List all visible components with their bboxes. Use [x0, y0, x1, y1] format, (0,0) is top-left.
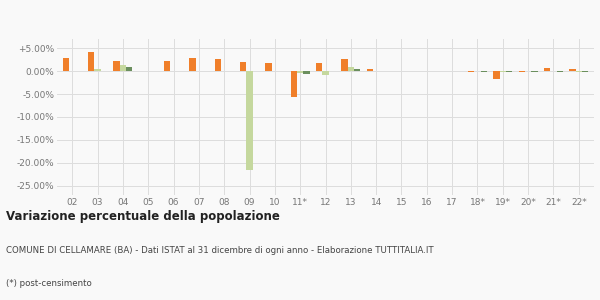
Bar: [481, 71, 487, 72]
Bar: [500, 71, 506, 72]
Bar: [190, 58, 196, 71]
Bar: [316, 63, 322, 71]
Bar: [575, 71, 582, 72]
Bar: [247, 71, 253, 170]
Bar: [62, 58, 69, 71]
Bar: [557, 71, 563, 72]
Bar: [354, 69, 361, 71]
Bar: [265, 63, 272, 71]
Bar: [290, 71, 297, 97]
Bar: [367, 69, 373, 71]
Legend: Cellamare, Provincia di BA, Puglia: Cellamare, Provincia di BA, Puglia: [202, 0, 449, 1]
Bar: [94, 69, 101, 71]
Bar: [544, 68, 550, 71]
Bar: [493, 71, 500, 79]
Bar: [322, 71, 329, 75]
Bar: [297, 71, 304, 74]
Bar: [532, 71, 538, 72]
Bar: [468, 71, 475, 72]
Bar: [113, 61, 119, 71]
Bar: [126, 67, 133, 71]
Text: Variazione percentuale della popolazione: Variazione percentuale della popolazione: [6, 210, 280, 223]
Bar: [569, 69, 575, 71]
Bar: [304, 71, 310, 74]
Bar: [506, 71, 512, 72]
Bar: [240, 62, 247, 71]
Text: (*) post-censimento: (*) post-censimento: [6, 279, 92, 288]
Bar: [582, 71, 589, 72]
Text: COMUNE DI CELLAMARE (BA) - Dati ISTAT al 31 dicembre di ogni anno - Elaborazione: COMUNE DI CELLAMARE (BA) - Dati ISTAT al…: [6, 246, 434, 255]
Bar: [518, 71, 525, 72]
Bar: [347, 67, 354, 71]
Bar: [215, 59, 221, 71]
Bar: [88, 52, 94, 71]
Bar: [341, 59, 347, 71]
Bar: [164, 61, 170, 71]
Bar: [119, 65, 126, 71]
